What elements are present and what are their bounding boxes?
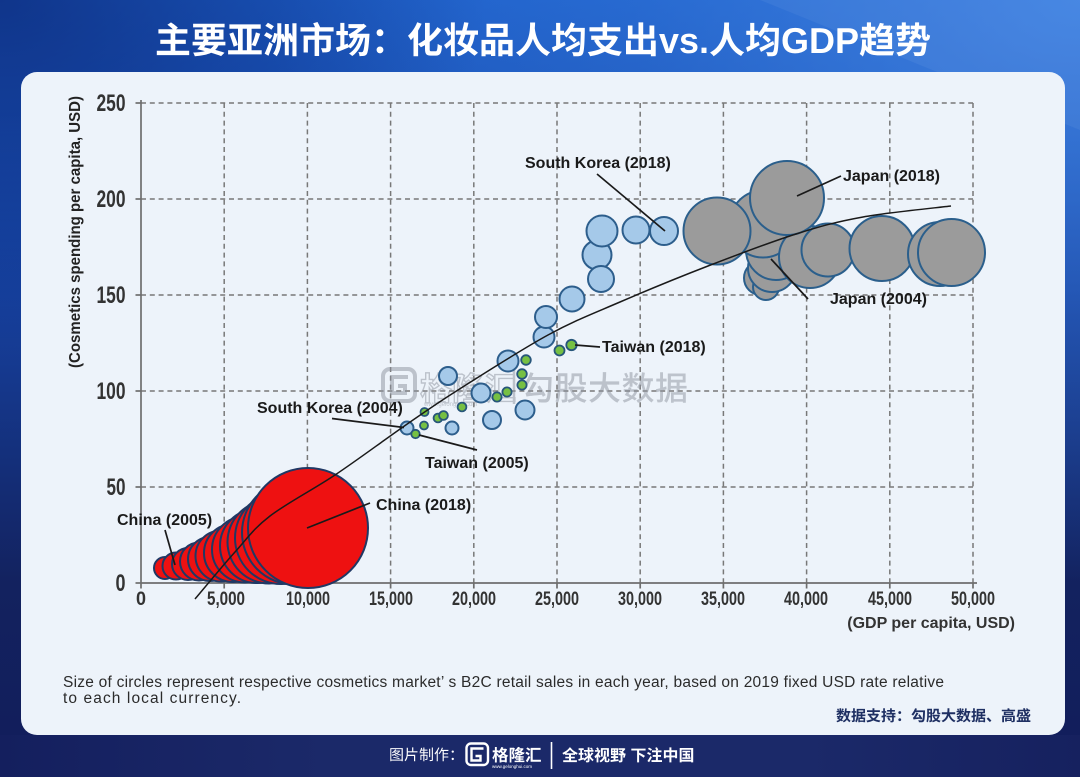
svg-text:www.gelonghui.com: www.gelonghui.com [423, 402, 477, 408]
svg-text:50: 50 [107, 474, 126, 501]
svg-text:10,000: 10,000 [286, 589, 330, 610]
svg-text:100: 100 [97, 378, 126, 405]
svg-text:200: 200 [97, 186, 126, 213]
svg-text:(Cosmetics spending per capita: (Cosmetics spending per capita, USD) [67, 96, 84, 368]
svg-text:45,000: 45,000 [868, 589, 912, 610]
svg-text:South Korea (2018): South Korea (2018) [525, 155, 671, 172]
svg-text:Taiwan (2018): Taiwan (2018) [602, 339, 706, 356]
svg-text:25,000: 25,000 [535, 589, 579, 610]
svg-text:250: 250 [97, 90, 126, 117]
svg-text:Taiwan (2005): Taiwan (2005) [425, 455, 529, 472]
svg-text:Size of circles represent resp: Size of circles represent respective cos… [63, 674, 944, 691]
svg-text:China (2005): China (2005) [117, 512, 212, 529]
svg-text:5,000: 5,000 [207, 589, 245, 610]
svg-text:30,000: 30,000 [618, 589, 662, 610]
svg-text:Japan (2004): Japan (2004) [830, 291, 927, 308]
svg-text:15,000: 15,000 [369, 589, 413, 610]
svg-text:50,000: 50,000 [951, 589, 995, 610]
svg-text:South Korea (2004): South Korea (2004) [257, 400, 403, 417]
svg-text:35,000: 35,000 [701, 589, 745, 610]
svg-text:20,000: 20,000 [452, 589, 496, 610]
svg-text:(GDP per capita, USD): (GDP per capita, USD) [847, 615, 1015, 632]
svg-text:0: 0 [116, 570, 126, 597]
svg-text:to each local currency.: to each local currency. [63, 690, 241, 707]
svg-text:Japan (2018): Japan (2018) [843, 168, 940, 185]
svg-text:40,000: 40,000 [784, 589, 828, 610]
svg-text:China (2018): China (2018) [376, 497, 471, 514]
svg-text:0: 0 [136, 589, 146, 610]
svg-text:www.gelonghui.com: www.gelonghui.com [492, 764, 532, 769]
svg-text:150: 150 [97, 282, 126, 309]
